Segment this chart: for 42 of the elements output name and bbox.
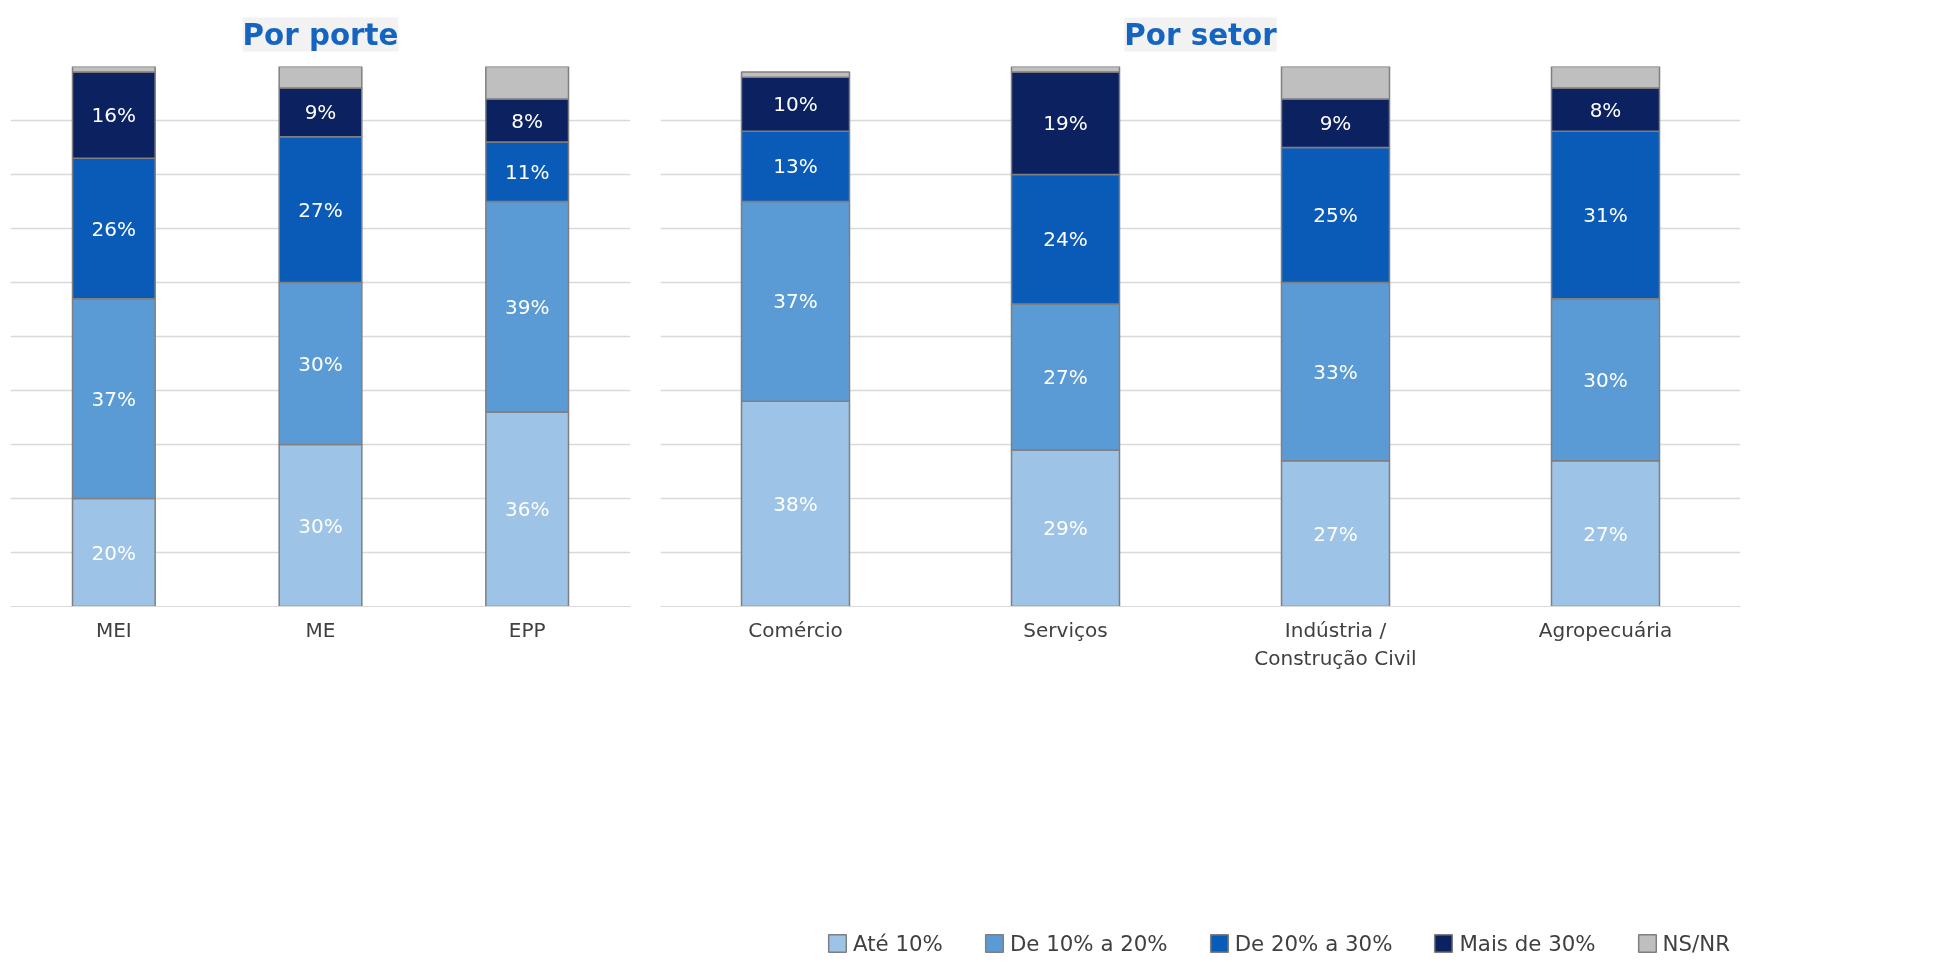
data-label: 33% — [1313, 359, 1358, 384]
legend-label: Até 10% — [852, 930, 943, 956]
data-label: 39% — [504, 294, 550, 319]
data-label: 9% — [1319, 111, 1352, 136]
data-label: 26% — [91, 216, 137, 241]
data-label: 10% — [773, 92, 818, 117]
data-label: 9% — [304, 100, 337, 125]
data-label: 27% — [1043, 365, 1088, 389]
data-label: 11% — [504, 159, 550, 184]
x-tick-label: Serviços — [1023, 617, 1108, 642]
data-label: 29% — [1043, 516, 1088, 541]
data-label: 16% — [91, 103, 137, 128]
data-label: 30% — [298, 351, 343, 376]
x-tick-label: ME — [305, 617, 336, 642]
data-label: 19% — [1043, 111, 1088, 136]
data-label: 36% — [504, 497, 550, 522]
x-tick-label: Comércio — [748, 617, 843, 642]
x-tick-label: MEI — [95, 617, 132, 642]
data-label: 38% — [773, 491, 818, 516]
legend-label: De 10% a 20% — [1009, 930, 1168, 956]
x-tick-label: EPP — [508, 617, 546, 642]
data-label: 20% — [91, 540, 137, 565]
data-label: 8% — [511, 108, 544, 133]
data-label: 30% — [1583, 367, 1628, 392]
x-tick-label: Agropecuária — [1538, 617, 1673, 642]
data-label: 37% — [773, 289, 818, 314]
x-tick-label: Indústria / Construção Civil — [1254, 617, 1417, 671]
data-label: 27% — [298, 197, 343, 222]
data-label: 37% — [91, 386, 137, 411]
legend-label: NS/NR — [1662, 930, 1730, 956]
chart-title: Por porte — [242, 17, 399, 52]
data-label: 13% — [773, 154, 818, 179]
legend-label: De 20% a 30% — [1234, 930, 1393, 956]
data-label: 27% — [1583, 521, 1628, 546]
data-label: 30% — [298, 513, 343, 538]
data-label: 27% — [1313, 521, 1358, 546]
data-label: 25% — [1313, 203, 1358, 227]
chart-title: Por setor — [1124, 17, 1278, 52]
data-label: 24% — [1043, 227, 1088, 252]
legend-label: Mais de 30% — [1459, 930, 1596, 956]
data-label: 8% — [1589, 97, 1622, 122]
data-label: 31% — [1583, 203, 1628, 227]
